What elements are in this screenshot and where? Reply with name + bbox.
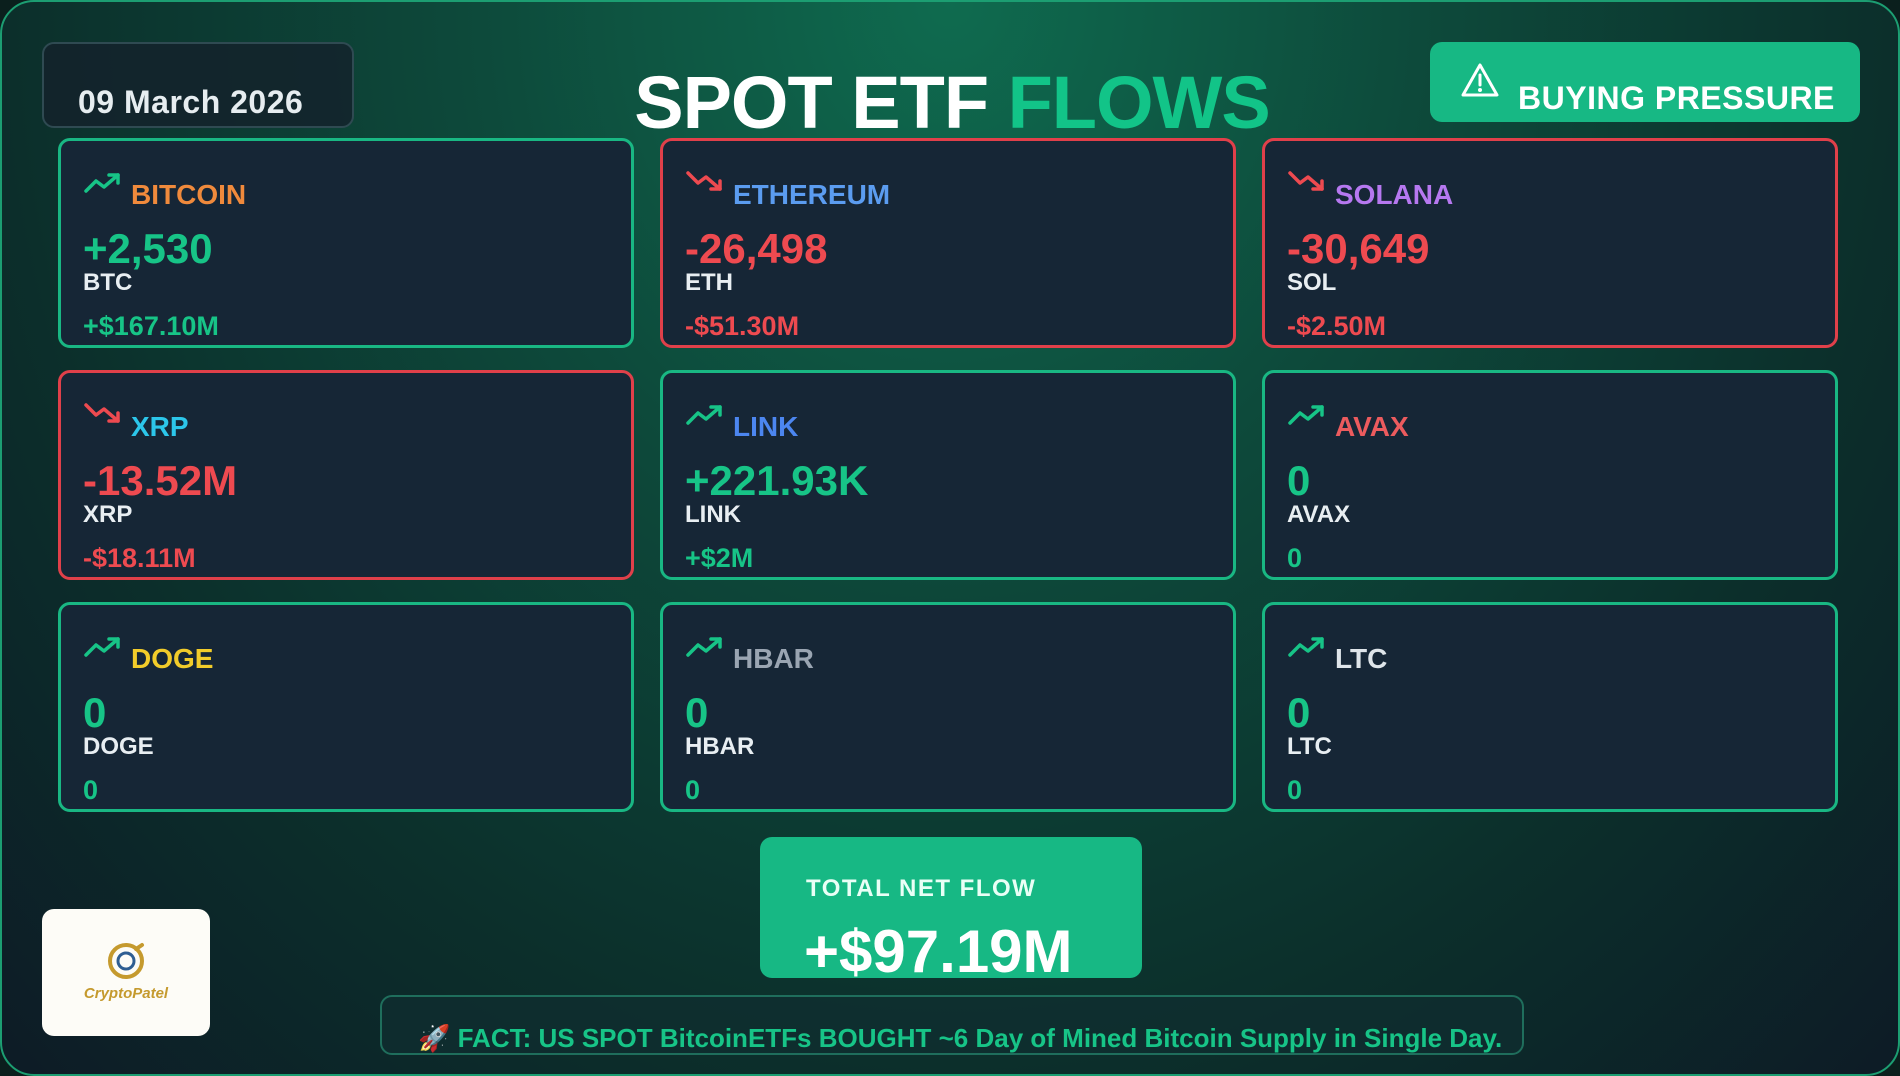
asset-symbol: HBAR [685,733,755,760]
asset-symbol: BTC [83,269,133,296]
buying-pressure-label: BUYING PRESSURE [1518,80,1835,116]
asset-symbol: SOL [1287,269,1337,296]
asset-name: HBAR [733,643,814,674]
fact-banner: 🚀 FACT: US SPOT BitcoinETFs BOUGHT ~6 Da… [380,995,1524,1055]
trend-up-icon [84,637,120,657]
trend-down-icon [84,403,120,423]
trend-up-icon [686,405,722,425]
asset-usd-flow: +$2M [685,543,754,573]
asset-name: LTC [1335,643,1388,674]
trend-up-icon [686,637,722,657]
asset-card-avax: AVAX 0 AVAX 0 [1262,370,1838,580]
warning-icon [1461,63,1499,97]
trend-up-icon [84,173,120,193]
asset-usd-flow: 0 [1287,543,1303,573]
asset-usd-flow: 0 [1287,775,1303,805]
asset-usd-flow: 0 [83,775,99,805]
asset-amount: +2,530 [83,225,213,272]
asset-amount: 0 [1287,689,1311,736]
asset-amount: -26,498 [685,225,828,272]
asset-usd-flow: +$167.10M [83,311,219,341]
asset-card-sol: SOLANA -30,649 SOL -$2.50M [1262,138,1838,348]
asset-amount: 0 [685,689,709,736]
date-badge: 09 March 2026 [42,42,354,128]
buying-pressure-badge: BUYING PRESSURE [1430,42,1860,122]
logo-coin-icon [108,943,144,979]
asset-amount: 0 [83,689,107,736]
total-net-flow-value: +$97.19M [804,918,1073,985]
asset-card-hbar: HBAR 0 HBAR 0 [660,602,1236,812]
cryptopatel-logo: CryptoPatel [42,909,210,1036]
asset-symbol: DOGE [83,733,154,760]
asset-name: ETHEREUM [733,179,891,210]
asset-name: BITCOIN [131,179,247,210]
asset-usd-flow: 0 [685,775,701,805]
asset-name: SOLANA [1335,179,1454,210]
fact-text: 🚀 FACT: US SPOT BitcoinETFs BOUGHT ~6 Da… [418,1023,1503,1053]
asset-amount: +221.93K [685,457,869,504]
date-text: 09 March 2026 [78,84,304,120]
asset-name: XRP [131,411,189,442]
asset-card-btc: BITCOIN +2,530 BTC +$167.10M [58,138,634,348]
trend-up-icon [1288,637,1324,657]
asset-name: AVAX [1335,411,1409,442]
asset-usd-flow: -$51.30M [685,311,800,341]
asset-usd-flow: -$2.50M [1287,311,1387,341]
asset-symbol: XRP [83,501,133,528]
title-white: SPOT ETF [634,61,989,144]
asset-usd-flow: -$18.11M [83,543,196,573]
asset-symbol: ETH [685,269,733,296]
asset-name: LINK [733,411,799,442]
trend-down-icon [686,171,722,191]
total-net-flow-label: TOTAL NET FLOW [806,875,1037,902]
title-green: FLOWS [1007,61,1271,144]
asset-amount: 0 [1287,457,1311,504]
asset-amount: -13.52M [83,457,238,504]
asset-symbol: LINK [685,501,741,528]
asset-symbol: AVAX [1287,501,1351,528]
logo-text: CryptoPatel [83,985,169,1002]
total-net-flow-panel: TOTAL NET FLOW +$97.19M [760,837,1142,985]
asset-amount: -30,649 [1287,225,1430,272]
asset-name: DOGE [131,643,214,674]
page-title: SPOT ETF FLOWS [2,60,1898,145]
asset-symbol: LTC [1287,733,1332,760]
asset-card-link: LINK +221.93K LINK +$2M [660,370,1236,580]
asset-card-doge: DOGE 0 DOGE 0 [58,602,634,812]
asset-card-xrp: XRP -13.52M XRP -$18.11M [58,370,634,580]
trend-up-icon [1288,405,1324,425]
asset-card-eth: ETHEREUM -26,498 ETH -$51.30M [660,138,1236,348]
asset-card-ltc: LTC 0 LTC 0 [1262,602,1838,812]
trend-down-icon [1288,171,1324,191]
